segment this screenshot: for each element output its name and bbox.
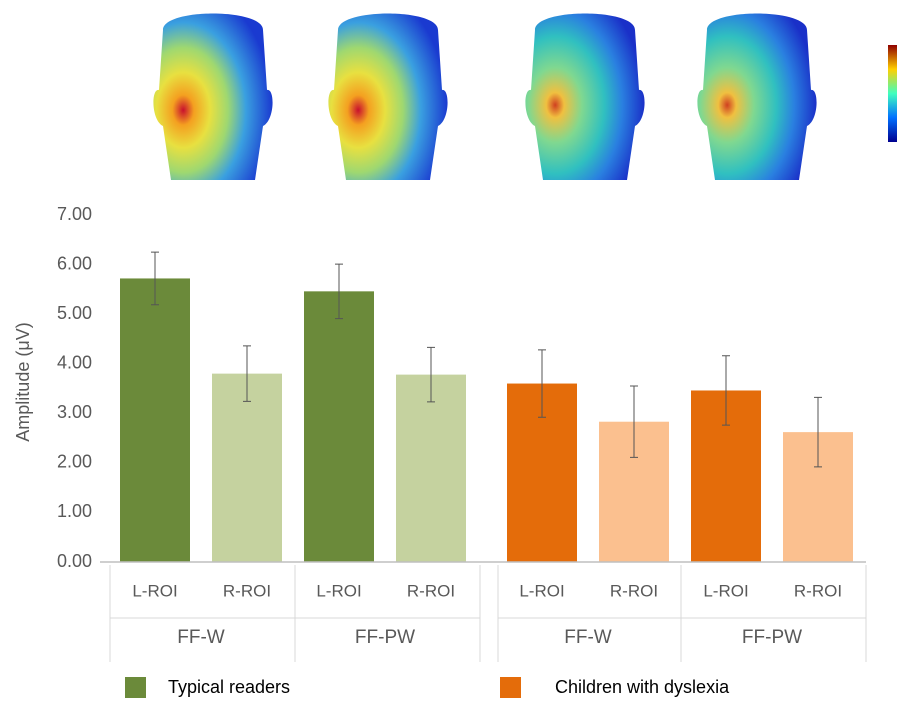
group-label: FF-W — [564, 627, 612, 648]
x-tick-label: R-ROI — [610, 581, 658, 600]
bar — [120, 278, 190, 562]
y-tick-label: 6.00 — [57, 253, 92, 273]
x-tick-label: L-ROI — [316, 581, 361, 600]
group-label: FF-PW — [355, 627, 415, 648]
y-tick-label: 0.00 — [57, 551, 92, 571]
topographies — [153, 14, 897, 181]
y-tick-label: 2.00 — [57, 452, 92, 472]
y-axis-label: Amplitude (μV) — [13, 322, 33, 441]
y-tick-label: 3.00 — [57, 402, 92, 422]
group-label: FF-PW — [742, 627, 802, 648]
head-map — [328, 14, 447, 181]
group-label: FF-W — [177, 627, 225, 648]
figure: Amplitude (μV) 0.00 1.00 2.00 3.00 4.00 5.00 6… — [0, 0, 914, 701]
bar — [396, 375, 466, 562]
legend-swatch — [125, 677, 146, 698]
color-bar — [888, 45, 897, 142]
legend-label: Typical readers — [168, 677, 290, 697]
y-tick-label: 4.00 — [57, 352, 92, 372]
y-tick-label: 7.00 — [57, 204, 92, 224]
head-map — [153, 14, 272, 181]
x-tick-label: L-ROI — [132, 581, 177, 600]
x-tick-label: R-ROI — [794, 581, 842, 600]
legend-label: Children with dyslexia — [555, 677, 730, 697]
y-tick-label: 5.00 — [57, 303, 92, 323]
legend-swatch — [500, 677, 521, 698]
x-tick-label: R-ROI — [407, 581, 455, 600]
head-map — [525, 14, 644, 181]
x-tick-label: L-ROI — [703, 581, 748, 600]
head-map — [697, 14, 816, 181]
x-tick-label: R-ROI — [223, 581, 271, 600]
y-tick-label: 1.00 — [57, 501, 92, 521]
bar — [304, 291, 374, 562]
x-tick-label: L-ROI — [519, 581, 564, 600]
